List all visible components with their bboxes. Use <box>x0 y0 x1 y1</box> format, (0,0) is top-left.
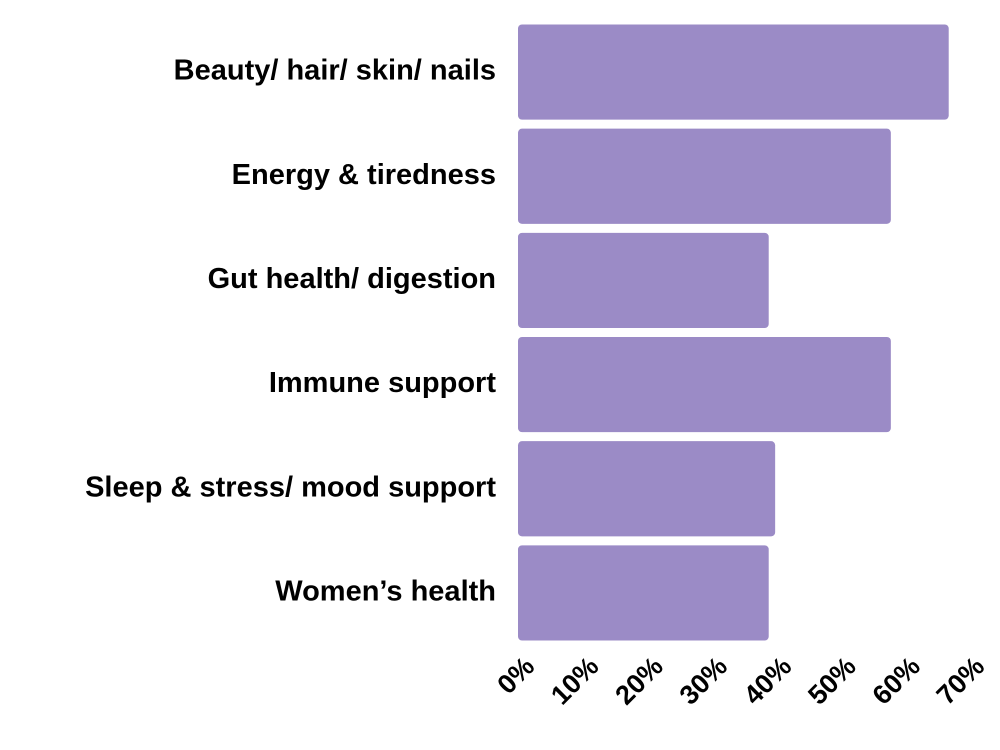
category-label: Gut health/ digestion <box>208 263 496 295</box>
category-label: Immune support <box>269 367 497 399</box>
category-label: Beauty/ hair/ skin/ nails <box>174 55 496 87</box>
bar <box>518 24 949 120</box>
bar <box>518 441 776 537</box>
x-tick-label: 10% <box>545 651 604 710</box>
bar <box>518 128 891 224</box>
x-tick-label: 70% <box>931 651 990 710</box>
x-tick-label: 20% <box>609 651 668 710</box>
bar <box>518 232 769 328</box>
x-tick-label: 0% <box>491 651 540 700</box>
bar <box>518 337 891 433</box>
category-label: Women’s health <box>275 576 496 608</box>
category-label: Sleep & stress/ mood support <box>85 471 496 503</box>
x-tick-label: 30% <box>674 651 733 710</box>
x-tick-label: 50% <box>802 651 861 710</box>
bar <box>518 545 769 641</box>
x-tick-label: 40% <box>738 651 797 710</box>
x-tick-label: 60% <box>867 651 926 710</box>
category-label: Energy & tiredness <box>232 159 496 191</box>
